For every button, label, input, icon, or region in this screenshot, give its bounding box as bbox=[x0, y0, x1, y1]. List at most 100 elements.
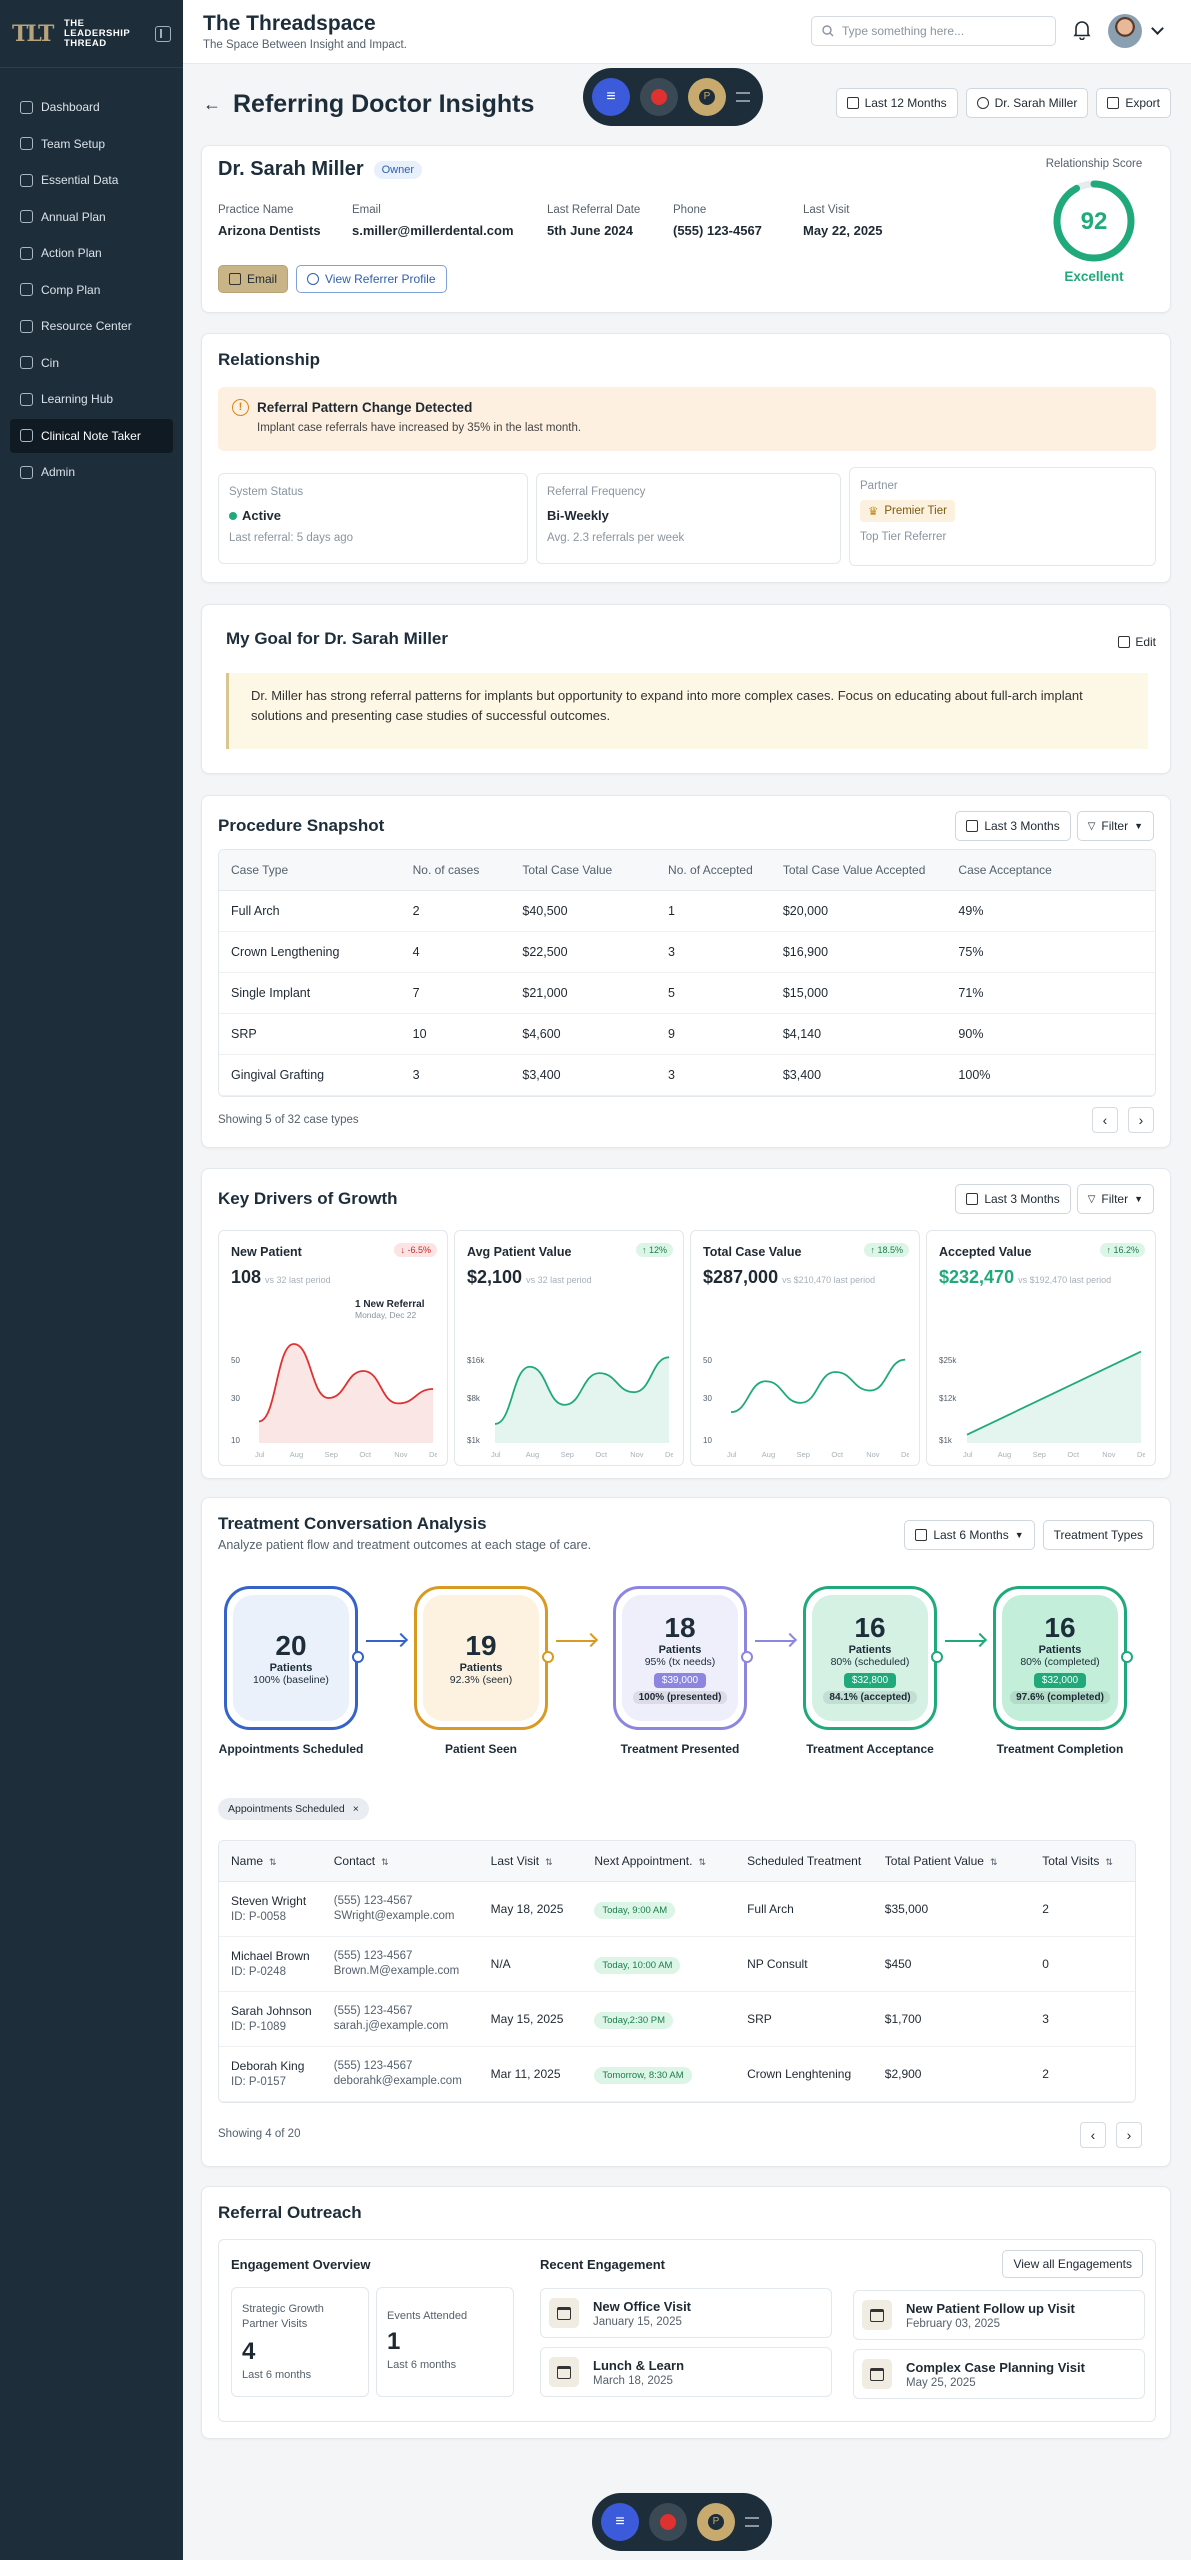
table-row[interactable]: Deborah King ID: P-0157 (555) 123-4567 debo… bbox=[219, 2046, 1135, 2102]
sidebar-item-admin[interactable]: Admin bbox=[10, 455, 173, 489]
sidebar-item-learning-hub[interactable]: Learning Hub bbox=[10, 382, 173, 416]
field-label: Practice Name bbox=[218, 204, 294, 216]
procedure-period-button[interactable]: Last 3 Months bbox=[955, 811, 1071, 841]
engagement-item[interactable]: New Patient Follow up Visit February 03, … bbox=[853, 2290, 1145, 2340]
funnel-stage[interactable]: 16 Patients 80% (scheduled) $32,800 84.1% (a… bbox=[797, 1586, 943, 1756]
back-arrow-icon[interactable]: ← bbox=[203, 94, 221, 114]
sort-icon[interactable]: ⇅ bbox=[698, 1856, 706, 1867]
funnel-stage[interactable]: 19 Patients 92.3% (seen) Patient Seen bbox=[408, 1586, 554, 1756]
annotation-title: 1 New Referral bbox=[355, 1299, 425, 1310]
arrow-right-icon bbox=[755, 1632, 798, 1648]
view-profile-button[interactable]: View Referrer Profile bbox=[296, 265, 447, 293]
engagement-item[interactable]: Lunch & Learn March 18, 2025 bbox=[540, 2347, 832, 2397]
treatment-types-button[interactable]: Treatment Types bbox=[1042, 1520, 1154, 1550]
table-cell: $21,000 bbox=[510, 972, 657, 1014]
drivers-period-button[interactable]: Last 3 Months bbox=[955, 1184, 1071, 1214]
sort-icon[interactable]: ⇅ bbox=[1105, 1856, 1113, 1867]
engagement-item[interactable]: New Office Visit January 15, 2025 bbox=[540, 2288, 832, 2338]
menu-icon[interactable] bbox=[736, 92, 750, 102]
funnel-stage[interactable]: 18 Patients 95% (tx needs) $39,000 100% (pre… bbox=[607, 1586, 753, 1756]
filter-chip[interactable]: Appointments Scheduled × bbox=[218, 1798, 369, 1820]
column-header[interactable]: Scheduled Treatment bbox=[735, 1841, 873, 1882]
outreach-title: Referral Outreach bbox=[218, 2203, 362, 2222]
column-header[interactable]: Total Visits ⇅ bbox=[1030, 1841, 1135, 1882]
stage-count: 16 bbox=[854, 1612, 886, 1643]
sidebar-item-action-plan[interactable]: Action Plan bbox=[10, 236, 173, 270]
sidebar-item-annual-plan[interactable]: Annual Plan bbox=[10, 200, 173, 234]
procedure-filter-button[interactable]: ▽ Filter ▼ bbox=[1076, 811, 1154, 841]
export-button[interactable]: Export bbox=[1096, 88, 1171, 118]
table-cell: 100% bbox=[946, 1054, 1155, 1096]
arrow-up-icon: ↑ bbox=[870, 1245, 878, 1255]
column-header[interactable]: Total Patient Value ⇅ bbox=[872, 1841, 1031, 1882]
prev-page-button[interactable]: ‹ bbox=[1080, 2122, 1106, 2148]
user-edit-icon bbox=[307, 273, 320, 285]
funnel-stage[interactable]: 16 Patients 80% (completed) $32,000 97.6% (c… bbox=[987, 1586, 1133, 1756]
column-header[interactable]: Last Visit ⇅ bbox=[478, 1841, 583, 1882]
x-tick-label: Aug bbox=[762, 1450, 775, 1459]
email-button[interactable]: Email bbox=[218, 265, 289, 293]
sort-icon[interactable]: ⇅ bbox=[381, 1856, 389, 1867]
menu-icon[interactable] bbox=[745, 2517, 759, 2527]
period-button[interactable]: Last 12 Months bbox=[835, 88, 958, 118]
table-cell: Crown Lengthening bbox=[219, 931, 401, 973]
filter-icon: ▽ bbox=[1087, 820, 1096, 832]
sidebar-item-team-setup[interactable]: Team Setup bbox=[10, 127, 173, 161]
doctor-select-button[interactable]: Dr. Sarah Miller bbox=[965, 88, 1089, 118]
sidebar-item-clinical-note-taker[interactable]: Clinical Note Taker bbox=[10, 418, 173, 453]
sort-icon[interactable]: ⇅ bbox=[989, 1856, 998, 1867]
search-icon bbox=[822, 25, 834, 37]
search-input[interactable]: Type something here... bbox=[811, 16, 1056, 46]
kpi-change-badge: ↓ -6.5% bbox=[394, 1243, 437, 1257]
funnel-stage[interactable]: 20 Patients 100% (baseline) Appointments Sc… bbox=[218, 1586, 364, 1756]
drivers-filter-button[interactable]: ▽ Filter ▼ bbox=[1076, 1184, 1154, 1214]
bell-icon[interactable] bbox=[1073, 20, 1091, 40]
view-all-button[interactable]: View all Engagements bbox=[1002, 2250, 1143, 2278]
chip-close-icon[interactable]: × bbox=[352, 1803, 359, 1815]
prev-page-button[interactable]: ‹ bbox=[1092, 1107, 1118, 1133]
table-cell: $4,140 bbox=[770, 1013, 947, 1055]
waveform-button[interactable]: ≡ bbox=[601, 2503, 639, 2541]
page-header: ← Referring Doctor Insights bbox=[203, 90, 534, 119]
column-header[interactable]: Next Appointment. ⇅ bbox=[582, 1841, 736, 1882]
export-icon bbox=[1107, 97, 1120, 109]
engagement-text: New Office Visit January 15, 2025 bbox=[593, 2299, 691, 2328]
table-row[interactable]: Steven Wright ID: P-0058 (555) 123-4567 SWr… bbox=[219, 1881, 1135, 1937]
collapse-sidebar-icon[interactable] bbox=[155, 25, 171, 42]
sidebar-item-dashboard[interactable]: Dashboard bbox=[10, 90, 173, 124]
stage-box: 18 Patients 95% (tx needs) $39,000 100% (pre… bbox=[613, 1586, 753, 1730]
record-button[interactable] bbox=[640, 78, 678, 116]
sidebar-item-resource-center[interactable]: Resource Center bbox=[10, 309, 173, 343]
table-row[interactable]: Sarah Johnson ID: P-1089 (555) 123-4567 sar… bbox=[219, 1991, 1135, 2047]
engagement-item[interactable]: Complex Case Planning Visit May 25, 2025 bbox=[853, 2349, 1145, 2399]
column-header[interactable]: Contact ⇅ bbox=[321, 1841, 479, 1882]
status-dot bbox=[229, 511, 237, 520]
series-line bbox=[258, 1343, 434, 1423]
last-visit-cell: N/A bbox=[478, 1936, 583, 1992]
sidebar-item-comp-plan[interactable]: Comp Plan bbox=[10, 273, 173, 307]
edit-goal-button[interactable]: Edit bbox=[1118, 635, 1156, 649]
sidebar-item-cin[interactable]: Cin bbox=[10, 346, 173, 380]
sort-icon[interactable]: ⇅ bbox=[269, 1856, 277, 1867]
notes-button[interactable]: P bbox=[688, 78, 726, 116]
patient-id: ID: P-0058 bbox=[231, 1911, 286, 1923]
chevron-down-icon[interactable] bbox=[1151, 22, 1164, 35]
drivers-title: Key Drivers of Growth bbox=[218, 1189, 398, 1208]
score-text: Excellent bbox=[1064, 269, 1124, 284]
avatar[interactable] bbox=[1108, 14, 1142, 48]
stage-unit: Patients bbox=[1038, 1644, 1082, 1656]
value-cell: $35,000 bbox=[872, 1881, 1031, 1937]
patients-table: Name ⇅ Contact ⇅ Last Visit ⇅ Next Appointment… bbox=[219, 1841, 1135, 2102]
record-button[interactable] bbox=[649, 2503, 687, 2541]
column-header[interactable]: Name ⇅ bbox=[219, 1841, 322, 1882]
kpi-value-row: $287,000 vs $210,470 last period bbox=[703, 1267, 907, 1288]
waveform-button[interactable]: ≡ bbox=[592, 78, 630, 116]
next-page-button[interactable]: › bbox=[1128, 1107, 1154, 1133]
next-page-button[interactable]: › bbox=[1116, 2122, 1142, 2148]
conversation-period-button[interactable]: Last 6 Months ▼ bbox=[904, 1520, 1035, 1550]
table-row[interactable]: Michael Brown ID: P-0248 (555) 123-4567 Bro… bbox=[219, 1936, 1135, 1992]
x-tick-label: Jul bbox=[255, 1450, 265, 1459]
notes-button[interactable]: P bbox=[697, 2503, 735, 2541]
sort-icon[interactable]: ⇅ bbox=[545, 1856, 553, 1867]
sidebar-item-essential-data[interactable]: Essential Data bbox=[10, 163, 173, 197]
